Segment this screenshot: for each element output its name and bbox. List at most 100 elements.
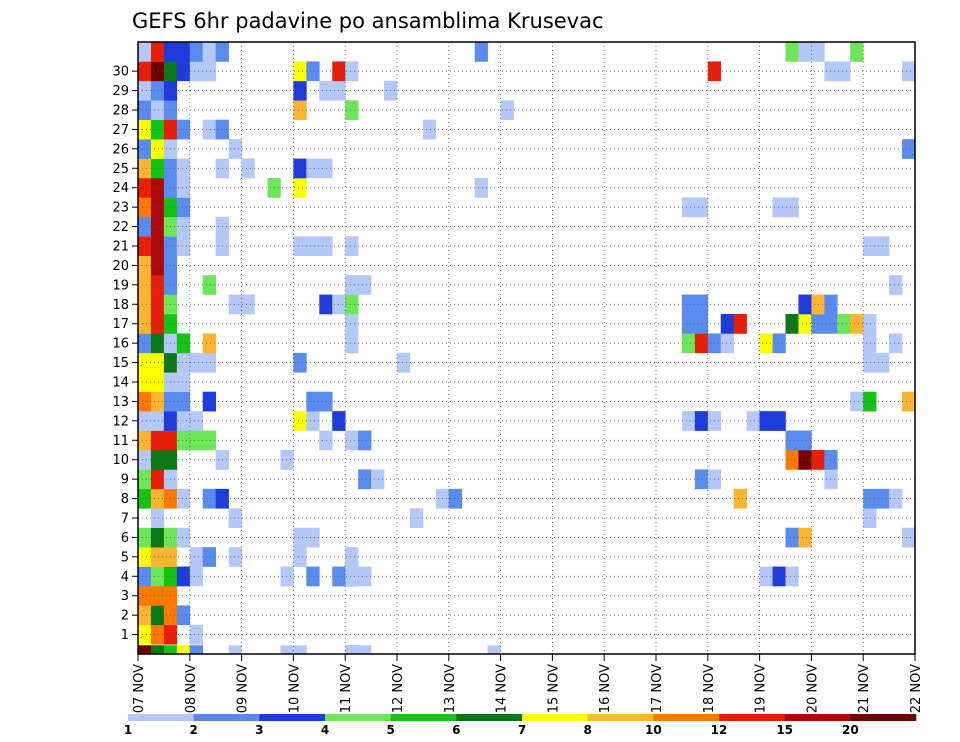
colorbar-label: 12 xyxy=(711,723,728,737)
x-tick-label: 22 NOV xyxy=(909,664,924,713)
heatmap-cell xyxy=(319,236,333,257)
heatmap-cell xyxy=(681,294,696,315)
heatmap-cell xyxy=(850,314,864,334)
heatmap-cell xyxy=(889,333,903,354)
heatmap-cell xyxy=(138,488,152,509)
heatmap-cell xyxy=(474,178,488,198)
colorbar-swatch xyxy=(587,714,654,721)
colorbar-swatch xyxy=(259,714,326,721)
heatmap-cell xyxy=(500,100,514,121)
heatmap-cell xyxy=(772,411,786,431)
heatmap-cell xyxy=(176,488,191,509)
heatmap-cell xyxy=(138,314,152,334)
heatmap-cell xyxy=(293,61,307,82)
y-tick-label: 18 xyxy=(112,298,129,313)
heatmap-cell xyxy=(138,450,152,470)
heatmap-cell xyxy=(228,547,242,567)
heatmap-cell xyxy=(293,352,307,373)
heatmap-cell xyxy=(837,61,851,82)
heatmap-cell xyxy=(189,645,204,655)
colorbar-label: 15 xyxy=(776,723,793,737)
heatmap-cell xyxy=(850,391,864,412)
heatmap-cell xyxy=(902,527,916,548)
heatmap-cell xyxy=(863,333,877,354)
x-tick-label: 15 NOV xyxy=(546,664,561,713)
heatmap-cell xyxy=(150,255,165,276)
heatmap-cell xyxy=(293,645,307,655)
heatmap-cell xyxy=(150,61,165,82)
heatmap-cell xyxy=(306,236,320,257)
heatmap-cell xyxy=(681,314,696,334)
heatmap-cell xyxy=(176,61,191,82)
heatmap-cell xyxy=(694,469,709,490)
heatmap-cell xyxy=(176,333,191,354)
y-tick-label: 5 xyxy=(121,550,129,565)
heatmap-cell xyxy=(837,314,851,334)
heatmap-cells xyxy=(138,42,916,655)
heatmap-cell xyxy=(345,100,359,121)
y-tick-label: 16 xyxy=(112,337,129,352)
heatmap-cell xyxy=(138,391,152,412)
heatmap-cell xyxy=(798,314,812,334)
heatmap-cell xyxy=(150,469,165,490)
heatmap-cell xyxy=(176,411,191,431)
colorbar-swatch xyxy=(653,714,720,721)
colorbar-swatch xyxy=(784,714,851,721)
heatmap-cell xyxy=(448,488,463,509)
heatmap-cell xyxy=(345,430,359,451)
heatmap-cell xyxy=(150,566,165,587)
heatmap-cell xyxy=(306,527,320,548)
heatmap-cell xyxy=(202,333,216,354)
heatmap-cell xyxy=(150,197,165,218)
colorbar-label: 1 xyxy=(124,723,132,737)
x-tick-label: 10 NOV xyxy=(287,664,302,713)
y-tick-label: 3 xyxy=(121,589,129,604)
heatmap-cell xyxy=(150,178,165,198)
y-tick-label: 9 xyxy=(121,473,129,488)
heatmap-cell xyxy=(150,139,165,159)
heatmap-cell xyxy=(889,488,903,509)
colorbar-swatch xyxy=(719,714,785,721)
heatmap-cell xyxy=(138,275,152,295)
y-tick-label: 28 xyxy=(112,104,129,119)
y-tick-label: 11 xyxy=(112,434,129,449)
heatmap-cell xyxy=(176,430,191,451)
heatmap-cell xyxy=(850,42,864,62)
y-tick-label: 25 xyxy=(112,162,129,177)
x-tick-label: 11 NOV xyxy=(339,664,354,713)
heatmap-cell xyxy=(138,547,152,567)
heatmap-cell xyxy=(138,586,152,606)
heatmap-cell xyxy=(293,411,307,431)
heatmap-cell xyxy=(138,236,152,257)
heatmap-cell xyxy=(785,430,799,451)
heatmap-cell xyxy=(150,508,165,529)
heatmap-cell xyxy=(138,624,152,645)
heatmap-cell xyxy=(228,139,242,159)
x-tick-label: 07 NOV xyxy=(132,664,147,713)
heatmap-cell xyxy=(293,80,307,101)
y-axis: 1234567891011121314151617181920212223242… xyxy=(112,65,138,643)
heatmap-cell xyxy=(280,566,294,587)
x-tick-label: 16 NOV xyxy=(598,664,613,713)
y-tick-label: 30 xyxy=(112,65,129,80)
heatmap-cell xyxy=(202,61,216,82)
heatmap-cell xyxy=(150,236,165,257)
colorbar-swatch xyxy=(325,714,391,721)
heatmap-cell xyxy=(150,488,165,509)
heatmap-cell xyxy=(189,624,204,645)
y-tick-label: 14 xyxy=(112,376,129,391)
heatmap-cell xyxy=(902,61,916,82)
heatmap-cell xyxy=(176,527,191,548)
heatmap-cell xyxy=(863,352,877,373)
heatmap-cell xyxy=(138,158,152,179)
heatmap-cell xyxy=(371,469,385,490)
heatmap-cell xyxy=(720,333,734,354)
heatmap-cell xyxy=(358,566,372,587)
heatmap-cell xyxy=(150,450,165,470)
heatmap-cell xyxy=(293,547,307,567)
chart-title: GEFS 6hr padavine po ansamblima Krusevac xyxy=(132,9,604,33)
heatmap-cell xyxy=(150,645,165,655)
y-tick-label: 6 xyxy=(121,531,129,546)
heatmap-cell xyxy=(280,645,294,655)
